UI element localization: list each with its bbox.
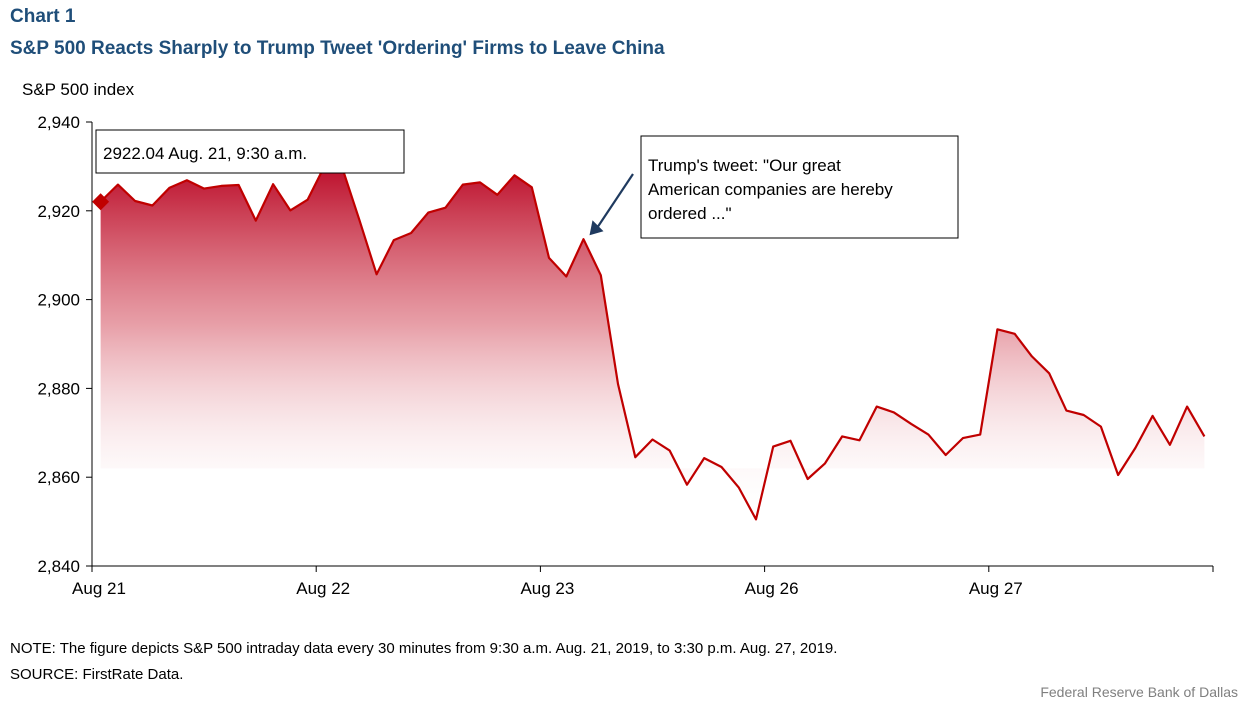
tweet-callout-line: ordered ..." [648,204,732,223]
tweet-arrow-head [589,220,604,236]
y-tick-label: 2,900 [37,291,80,310]
y-tick-label: 2,880 [37,379,80,398]
publisher-credit: Federal Reserve Bank of Dallas [1040,684,1238,700]
x-tick-label: Aug 26 [745,579,799,598]
series-line [99,164,1206,521]
y-tick-label: 2,840 [37,557,80,576]
x-tick-label: Aug 27 [969,579,1023,598]
x-tick-label: Aug 23 [520,579,574,598]
start-callout-text: 2922.04 Aug. 21, 9:30 a.m. [103,144,307,163]
tweet-arrow-line [596,173,634,228]
chart-title: S&P 500 Reacts Sharply to Trump Tweet 'O… [10,38,665,59]
chart-label: Chart 1 [10,6,76,27]
chart-source: SOURCE: FirstRate Data. [10,666,184,683]
tweet-callout-line: American companies are hereby [648,180,893,199]
y-tick-label: 2,920 [37,202,80,221]
y-axis-label: S&P 500 index [22,80,135,99]
x-tick-label: Aug 22 [296,579,350,598]
y-tick-label: 2,860 [37,468,80,487]
tweet-callout-line: Trump's tweet: "Our great [648,156,841,175]
start-callout-box [95,129,405,174]
start-point-marker [92,193,110,211]
y-tick-label: 2,940 [37,113,80,132]
area-fill [100,165,1205,520]
tweet-callout-box [640,135,959,239]
x-tick-label: Aug 21 [72,579,126,598]
chart-note: NOTE: The figure depicts S&P 500 intrada… [10,640,838,657]
line-chart: 2,840 2,860 2,880 2,900 2,920 2,940 Aug 21 Aug … [37,113,1214,598]
